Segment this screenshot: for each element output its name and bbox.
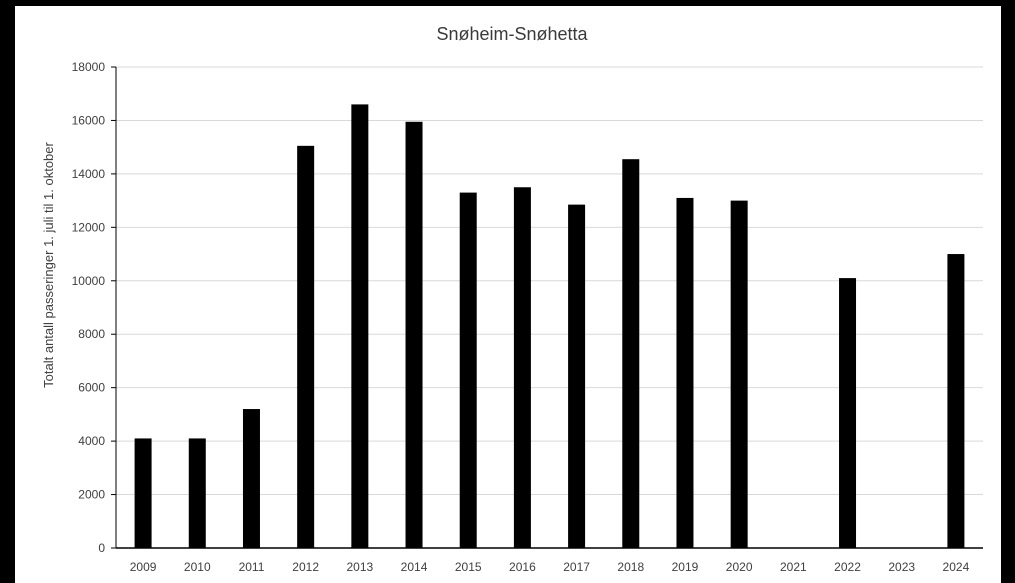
bar-2014 [405, 121, 423, 549]
x-tick-label: 2011 [239, 560, 265, 574]
x-tick-label: 2015 [455, 560, 482, 574]
chart-title: Snøheim-Snøhetta [436, 24, 588, 44]
x-tick-label: 2019 [672, 560, 699, 574]
x-tick-label: 2017 [563, 560, 590, 574]
x-tick-label: 2012 [292, 560, 319, 574]
bar-2020 [730, 200, 748, 548]
bar-2019 [676, 197, 694, 548]
x-tick-label: 2016 [509, 560, 536, 574]
bars [134, 104, 965, 549]
bar-2015 [459, 192, 477, 548]
gridlines [116, 66, 983, 496]
axes [115, 67, 983, 549]
y-tick-label: 12000 [72, 220, 106, 234]
y-tick-label: 0 [98, 541, 105, 555]
bar-2017 [568, 204, 586, 548]
y-tick-label: 18000 [72, 60, 106, 74]
x-tick-label: 2024 [943, 560, 970, 574]
x-tick-label: 2013 [346, 560, 373, 574]
bar-chart: Snøheim-Snøhetta Totalt antall passering… [41, 24, 983, 574]
y-tick-label: 2000 [78, 488, 105, 502]
y-tick-label: 4000 [78, 434, 105, 448]
y-tick-label: 6000 [78, 381, 105, 395]
y-tick-label: 10000 [72, 274, 106, 288]
y-axis-label: Totalt antall passeringer 1. juli til 1.… [41, 141, 56, 387]
y-tick-label: 8000 [78, 327, 105, 341]
chart-area: Snøheim-Snøhetta Totalt antall passering… [15, 6, 1001, 583]
bar-2011 [242, 409, 260, 548]
y-tick-label: 14000 [72, 167, 106, 181]
bar-2012 [297, 145, 315, 548]
bar-2024 [947, 254, 965, 549]
x-tick-label: 2009 [130, 560, 157, 574]
x-axis-ticks: 2009 2010 2011 2012 2013 2014 2015 2016 2017 2018… [130, 560, 970, 574]
bar-2018 [622, 159, 640, 549]
bar-2016 [513, 187, 531, 548]
bar-2022 [839, 278, 857, 548]
x-tick-label: 2014 [401, 560, 428, 574]
x-tick-label: 2022 [834, 560, 861, 574]
bar-2010 [188, 438, 206, 548]
x-tick-label: 2010 [184, 560, 211, 574]
bar-2013 [351, 104, 369, 549]
x-tick-label: 2018 [617, 560, 644, 574]
y-axis-ticks: 0 2000 4000 6000 8000 10000 12000 14000 16000 180… [72, 60, 116, 555]
y-tick-label: 16000 [72, 113, 106, 127]
x-tick-label: 2023 [888, 560, 915, 574]
x-tick-label: 2020 [726, 560, 753, 574]
x-tick-label: 2021 [780, 560, 807, 574]
bar-2009 [134, 438, 152, 548]
